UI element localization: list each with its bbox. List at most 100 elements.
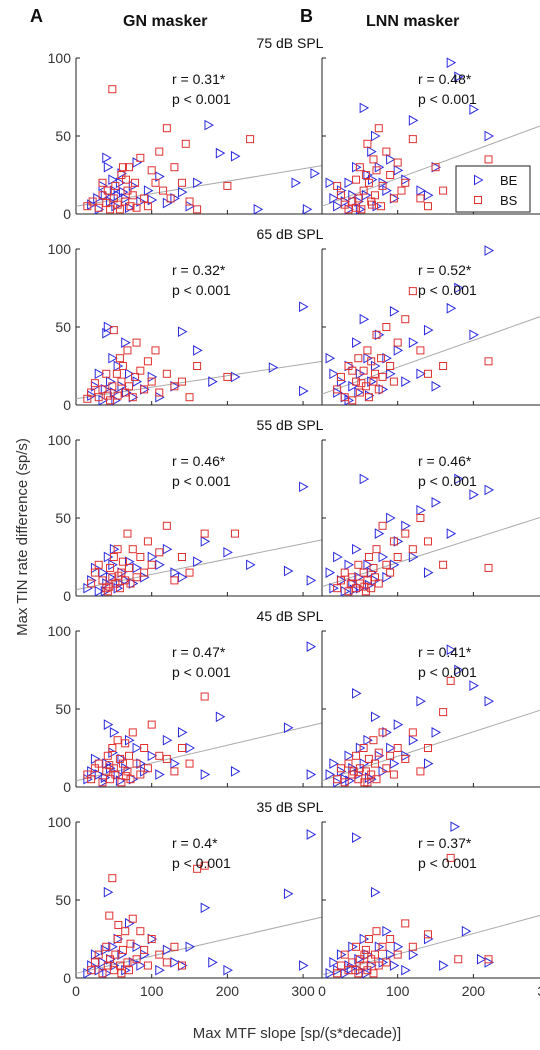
bs-point: [131, 178, 140, 187]
bs-point: [170, 576, 179, 585]
be-point: [193, 177, 203, 189]
bs-point: [105, 911, 114, 920]
be-point: [354, 387, 364, 398]
bs-point: [359, 568, 368, 577]
y-tick-label: 0: [63, 397, 71, 413]
bs-point: [155, 147, 164, 156]
be-point: [223, 964, 233, 976]
be-point: [484, 245, 495, 256]
bs-point: [90, 568, 99, 577]
bs-point: [382, 147, 391, 156]
bs-point: [131, 372, 140, 381]
be-point: [333, 551, 343, 563]
be-point: [143, 185, 154, 196]
bs-point: [408, 135, 417, 144]
be-point: [140, 571, 150, 583]
bs-point: [393, 950, 402, 959]
bs-point: [117, 377, 126, 386]
be-point: [325, 769, 336, 780]
be-point: [177, 727, 188, 738]
be-point: [94, 368, 105, 380]
bs-point: [446, 853, 455, 862]
bs-point: [454, 955, 463, 964]
be-point: [103, 161, 114, 173]
bs-point: [103, 961, 112, 970]
bs-point: [128, 191, 137, 200]
be-point: [359, 473, 370, 485]
bs-point: [88, 197, 97, 206]
be-point: [389, 758, 400, 769]
x-tick-label: 100: [386, 983, 410, 999]
bs-point: [103, 186, 112, 195]
be-point: [103, 551, 114, 563]
bs-point: [386, 935, 395, 943]
be-point: [325, 567, 336, 578]
bs-point: [439, 708, 448, 717]
be-point: [113, 582, 124, 594]
bs-point: [369, 155, 378, 164]
bs-point: [94, 759, 103, 768]
r-value-label: r = 0.37*: [418, 835, 472, 851]
be-point: [102, 152, 112, 164]
be-point: [128, 180, 139, 192]
column-title-lnn: LNN masker: [366, 13, 459, 30]
bs-point: [382, 764, 391, 773]
be-point: [367, 376, 377, 387]
bs-point: [378, 521, 387, 530]
bs-point: [117, 171, 126, 179]
bs-point: [108, 874, 117, 883]
bs-point: [382, 958, 391, 967]
be-point: [386, 368, 396, 380]
be-point: [382, 727, 392, 738]
y-tick-label: 100: [48, 241, 72, 257]
be-point: [155, 964, 165, 976]
be-point: [359, 313, 370, 325]
be-point: [329, 957, 339, 968]
bs-point: [348, 573, 357, 582]
be-point: [454, 473, 464, 485]
bs-point: [115, 584, 124, 593]
bs-point: [114, 571, 123, 580]
x-tick-label: 200: [462, 983, 486, 999]
be-point: [94, 769, 105, 780]
bs-point: [389, 194, 398, 203]
bs-point: [352, 203, 361, 212]
bs-point: [159, 186, 168, 195]
be-point: [370, 130, 381, 142]
be-point: [170, 193, 180, 204]
be-point: [363, 559, 373, 571]
y-tick-label: 100: [48, 432, 72, 448]
be-point: [124, 368, 135, 380]
y-tick-label: 0: [63, 206, 71, 222]
bs-point: [162, 958, 171, 967]
bs-point: [389, 770, 398, 779]
be-point: [94, 585, 105, 597]
be-point: [450, 821, 460, 833]
bs-point: [118, 557, 127, 566]
bs-point: [121, 927, 130, 936]
be-point: [215, 147, 226, 159]
bs-point: [408, 942, 417, 951]
bs-point: [98, 385, 107, 394]
be-point: [393, 536, 404, 547]
p-value-label: p < 0.001: [172, 855, 231, 871]
be-point: [193, 345, 203, 356]
r-value-label: r = 0.41*: [418, 644, 472, 660]
bs-point: [118, 163, 127, 172]
bs-point: [401, 178, 410, 187]
be-point: [336, 376, 347, 387]
bs-point: [393, 158, 402, 167]
bs-point: [386, 362, 395, 370]
bs-point: [109, 966, 118, 975]
bs-point: [340, 393, 349, 402]
bs-point: [181, 139, 190, 148]
bs-point: [484, 563, 493, 572]
bs-point: [370, 950, 379, 959]
bs-point: [223, 181, 232, 190]
bs-point: [484, 955, 493, 964]
bs-point: [112, 369, 121, 378]
bs-point: [378, 728, 387, 737]
bs-point: [147, 377, 156, 386]
fit-line: [321, 709, 540, 782]
